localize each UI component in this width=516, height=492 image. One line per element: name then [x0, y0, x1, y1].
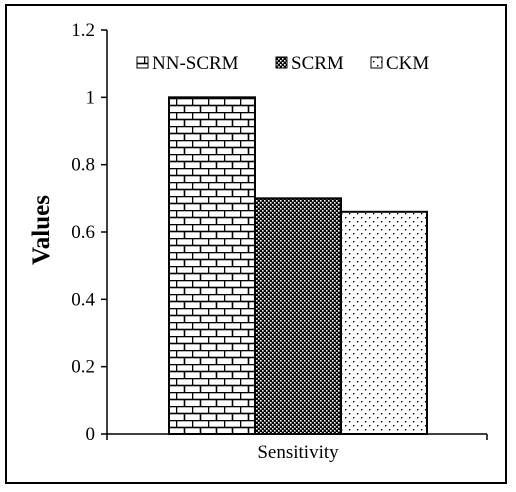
y-axis-title: Values: [28, 195, 55, 265]
legend-label-scrm: SCRM: [291, 53, 344, 74]
legend-label-nn-scrm: NN-SCRM: [152, 53, 239, 74]
legend-swatch-ckm: [370, 56, 383, 69]
y-tick-label: 0.6: [71, 222, 95, 243]
y-tick-label: 1: [86, 87, 96, 108]
legend-label-ckm: CKM: [386, 53, 429, 74]
y-tick-label: 0.2: [71, 357, 95, 378]
legend-swatch-scrm: [275, 56, 288, 69]
bar-scrm: [254, 197, 342, 435]
category-label: Sensitivity: [257, 442, 339, 463]
bar-nn-scrm: [168, 96, 256, 435]
y-tick-label: 0.4: [71, 289, 95, 310]
legend-swatch-nn-scrm: [136, 56, 149, 69]
y-tick-label: 0.8: [71, 155, 95, 176]
bar-ckm: [340, 210, 428, 435]
y-tick-label: 1.2: [71, 20, 95, 41]
legend: NN-SCRM SCRM CKM: [136, 53, 429, 74]
y-tick-label: 0: [86, 424, 96, 445]
